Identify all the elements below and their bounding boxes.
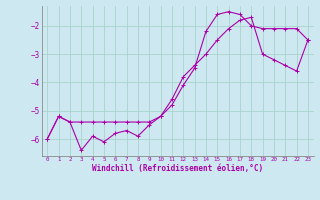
X-axis label: Windchill (Refroidissement éolien,°C): Windchill (Refroidissement éolien,°C) [92, 164, 263, 173]
